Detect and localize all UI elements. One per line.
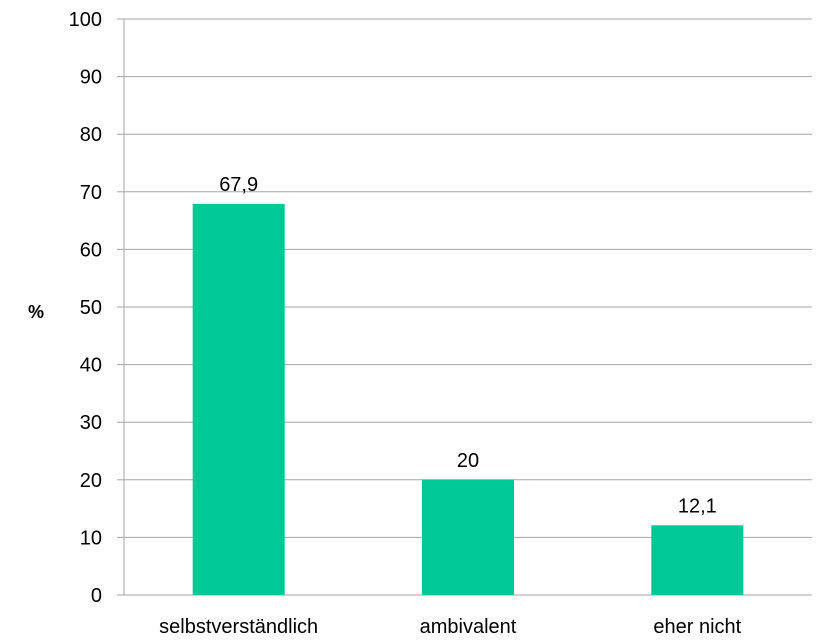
y-tick-label: 30 <box>80 412 102 434</box>
y-tick-label: 20 <box>80 470 102 492</box>
y-tick-label: 90 <box>80 67 102 89</box>
y-tick-label: 50 <box>80 297 102 319</box>
x-tick-label: selbstverständlich <box>159 616 318 638</box>
x-tick-label: ambivalent <box>420 616 517 638</box>
bar <box>192 203 285 595</box>
y-tick-labels: 0 10 20 30 40 50 60 70 80 90 100 <box>69 9 102 607</box>
y-tick-label: 10 <box>80 527 102 549</box>
x-tick-label: eher nicht <box>653 616 741 638</box>
y-tick-label: 80 <box>80 124 102 146</box>
y-axis-label: % <box>28 302 44 322</box>
bar <box>651 525 744 595</box>
bars <box>192 203 744 595</box>
y-tick-label: 70 <box>80 182 102 204</box>
y-tick-label: 40 <box>80 355 102 377</box>
y-tick-label: 0 <box>91 585 102 607</box>
data-label: 12,1 <box>678 495 717 517</box>
y-tick-label: 100 <box>69 9 102 31</box>
data-label: 67,9 <box>219 174 258 196</box>
bar <box>422 479 514 595</box>
data-labels: 67,9 20 12,1 <box>219 174 717 517</box>
y-tick-label: 60 <box>80 239 102 261</box>
x-tick-labels: selbstverständlich ambivalent eher nicht <box>159 616 742 638</box>
data-label: 20 <box>457 450 479 472</box>
